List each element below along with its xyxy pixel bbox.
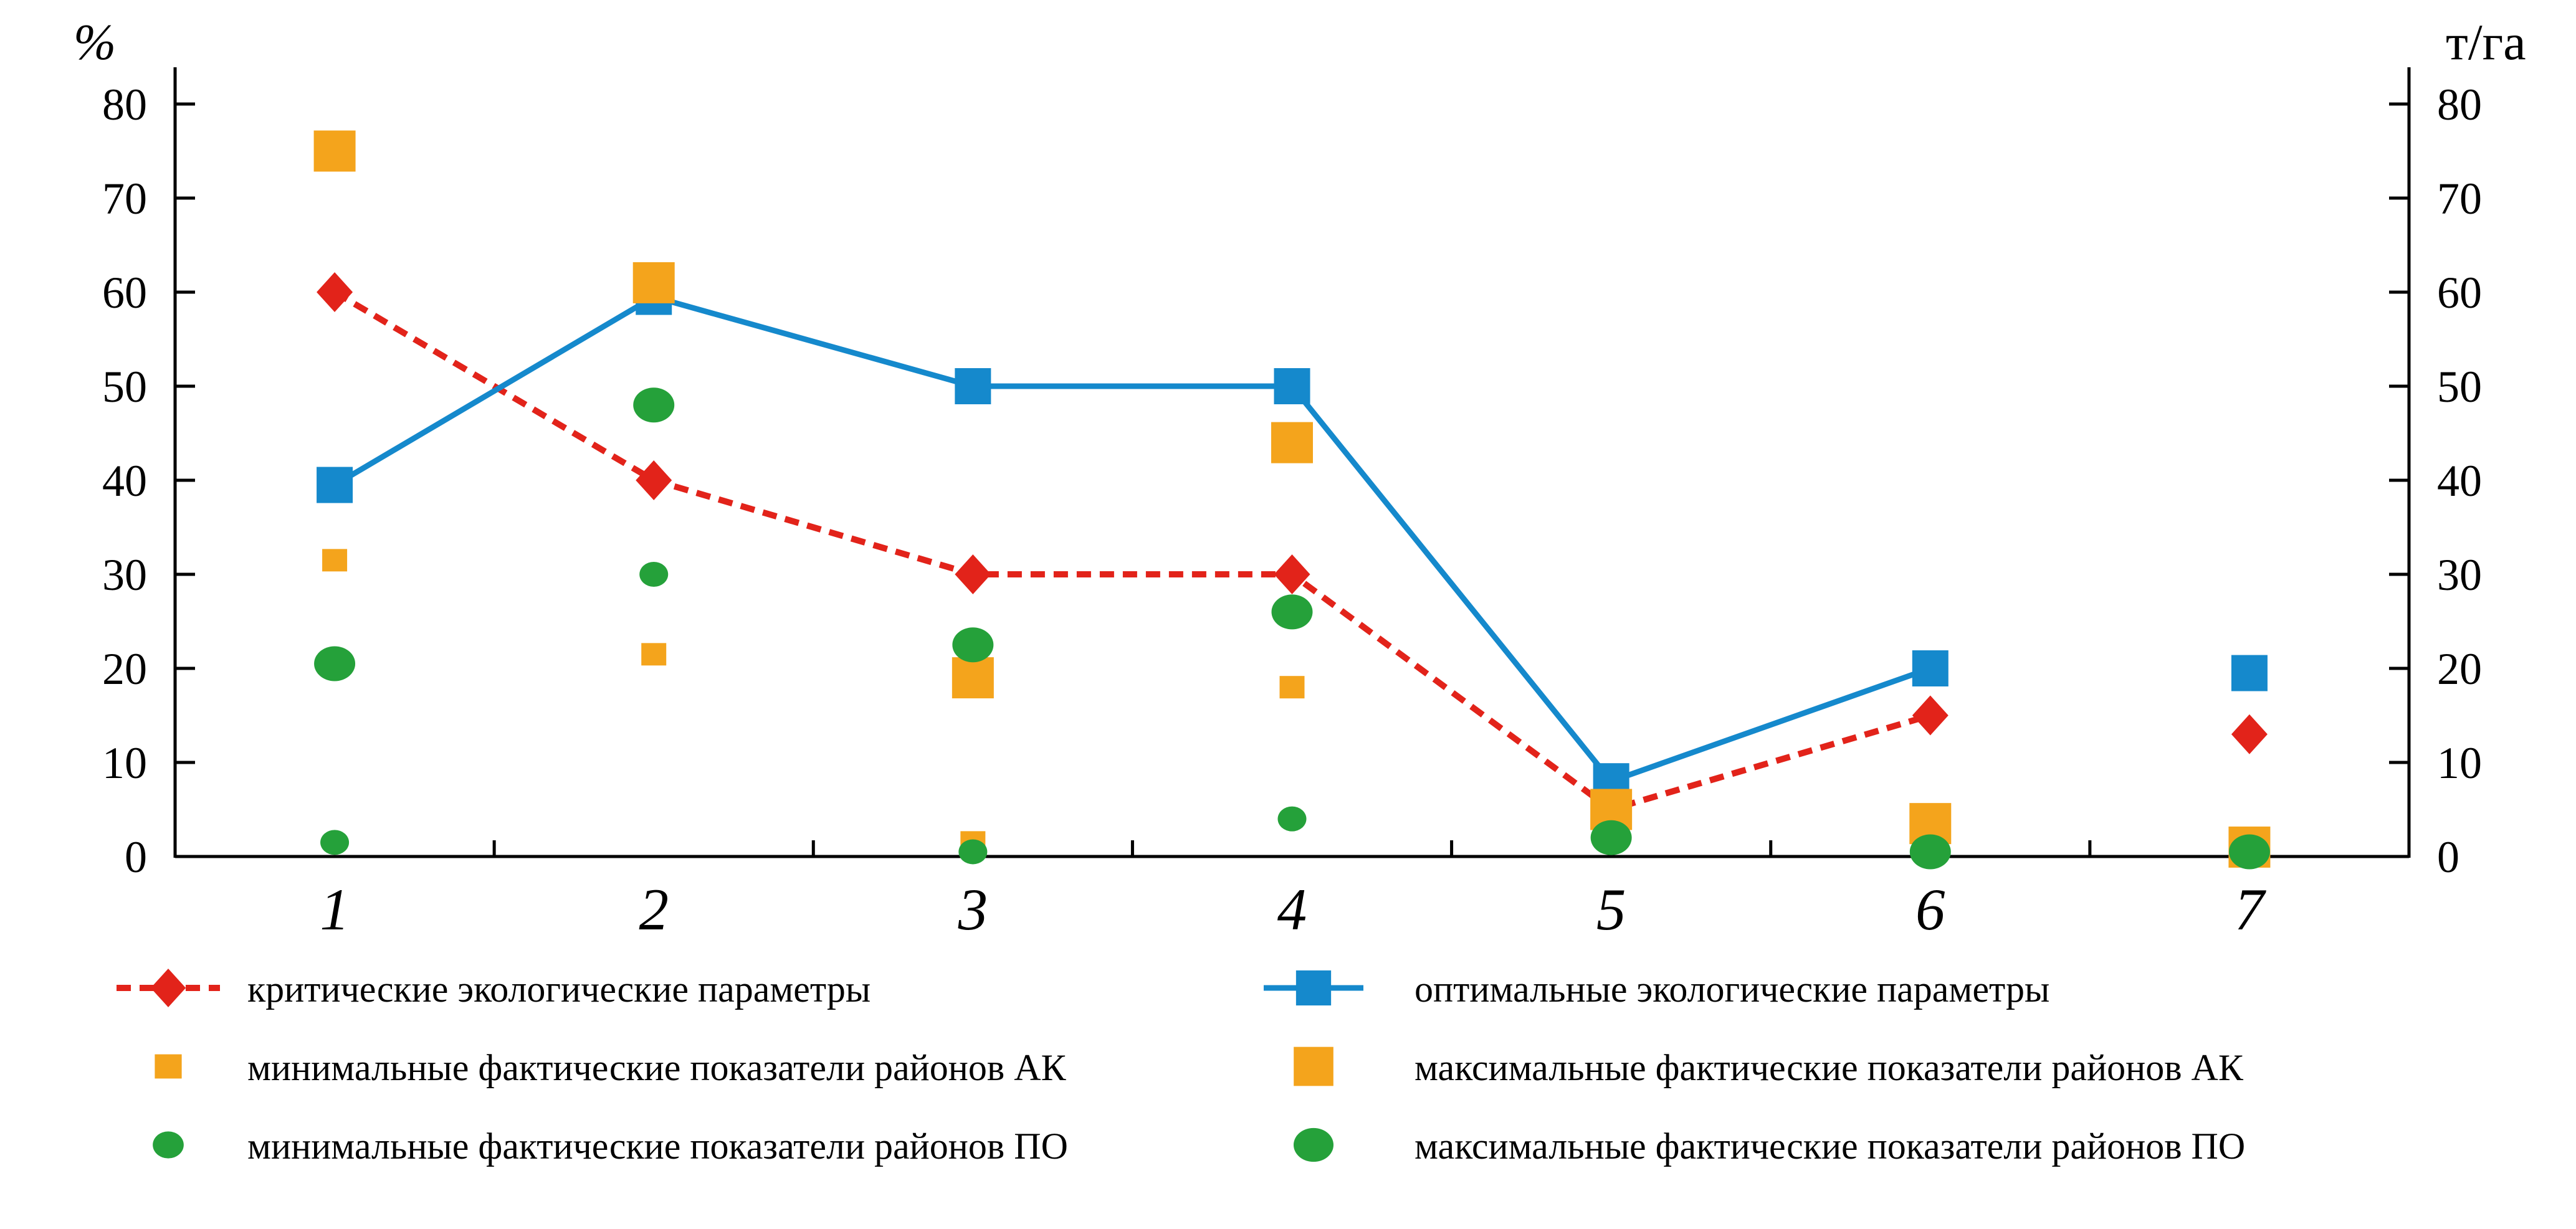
marker-series4-point3 xyxy=(958,839,988,865)
series-layer xyxy=(313,130,2271,870)
y-tick-label-right-0: 0 xyxy=(2437,832,2459,882)
legend-label-max-po: максимальные фактические показатели райо… xyxy=(1414,1126,2245,1167)
x-category-label-5: 5 xyxy=(1596,876,1626,942)
marker-series3-point1 xyxy=(313,130,356,172)
marker-series2-point1 xyxy=(322,549,348,572)
x-category-label-6: 6 xyxy=(1915,876,1945,942)
marker-series5-point4 xyxy=(1271,594,1313,630)
y-tick-label-right-30: 30 xyxy=(2437,550,2482,600)
y-tick-label-right-10: 10 xyxy=(2437,738,2482,788)
y-tick-label-left-0: 0 xyxy=(125,832,147,882)
legend-label-max-ak: максимальные фактические показатели райо… xyxy=(1414,1047,2244,1088)
marker-series3-point2 xyxy=(632,262,675,303)
marker-series1-point6 xyxy=(1912,650,1949,686)
legend-label-optimal: оптимальные экологические параметры xyxy=(1414,969,2049,1010)
x-category-label-4: 4 xyxy=(1277,876,1307,942)
y-tick-label-left-80: 80 xyxy=(102,80,147,130)
y-tick-label-left-20: 20 xyxy=(102,644,147,694)
legend-marker-series4 xyxy=(153,1131,184,1159)
axes: 0 0 10 10 20 20 30 30 40 40 50 50 60 60 70 70 80 80 1 2 3 4 5 6… xyxy=(102,67,2482,942)
y-tick-label-left-50: 50 xyxy=(102,362,147,412)
marker-series5-point1 xyxy=(314,646,356,681)
y-tick-label-left-10: 10 xyxy=(102,738,147,788)
marker-series0-point2 xyxy=(636,460,672,500)
marker-series3-point3 xyxy=(952,657,994,699)
y-tick-label-right-60: 60 xyxy=(2437,268,2482,318)
y-tick-label-right-80: 80 xyxy=(2437,80,2482,130)
marker-series5-point3 xyxy=(952,627,994,663)
marker-series4-point2 xyxy=(639,562,669,587)
y-tick-label-left-70: 70 xyxy=(102,174,147,224)
x-category-label-1: 1 xyxy=(320,876,350,942)
right-axis-title: т/га xyxy=(2446,14,2526,70)
left-axis-title: % xyxy=(74,14,116,70)
marker-series5-point6 xyxy=(1909,834,1951,870)
marker-series1-point4 xyxy=(1274,368,1310,404)
y-tick-label-left-30: 30 xyxy=(102,550,147,600)
series-line-0 xyxy=(333,289,1932,813)
x-category-label-7: 7 xyxy=(2235,876,2266,942)
series-line-1 xyxy=(333,293,1932,785)
marker-series1-point1 xyxy=(317,467,353,503)
y-tick-label-right-20: 20 xyxy=(2437,644,2482,694)
legend-marker-series5 xyxy=(1293,1127,1334,1162)
legend-marker-series0 xyxy=(150,968,186,1008)
marker-series0-point1 xyxy=(317,272,353,312)
marker-series0-point7 xyxy=(2231,714,2268,754)
marker-series3-point4 xyxy=(1271,422,1313,463)
legend-label-critical: критические экологические параметры xyxy=(247,969,871,1010)
legend-label-min-po: минимальные фактические показатели район… xyxy=(247,1126,1068,1167)
legend-marker-series2 xyxy=(155,1054,182,1079)
y-tick-label-right-40: 40 xyxy=(2437,456,2482,506)
legend-marker-series1 xyxy=(1295,970,1332,1006)
marker-series5-point7 xyxy=(2228,834,2270,870)
marker-series4-point4 xyxy=(1277,806,1307,832)
y-tick-label-left-60: 60 xyxy=(102,268,147,318)
y-tick-label-right-70: 70 xyxy=(2437,174,2482,224)
marker-series1-point7 xyxy=(2231,655,2268,691)
legend-markers xyxy=(117,968,1363,1162)
legend-marker-series3 xyxy=(1294,1046,1333,1086)
marker-series2-point2 xyxy=(641,643,667,666)
marker-series1-point3 xyxy=(955,368,991,404)
legend: критические экологические параметры опти… xyxy=(247,969,2245,1167)
x-category-label-3: 3 xyxy=(958,876,988,942)
y-tick-label-left-40: 40 xyxy=(102,456,147,506)
marker-series2-point4 xyxy=(1279,676,1305,699)
legend-label-min-ak: минимальные фактические показатели район… xyxy=(247,1047,1067,1088)
marker-series0-point3 xyxy=(955,554,991,594)
marker-series5-point5 xyxy=(1590,820,1632,855)
marker-series0-point4 xyxy=(1274,554,1310,594)
marker-series4-point1 xyxy=(320,830,350,855)
y-tick-label-right-50: 50 xyxy=(2437,362,2482,412)
marker-series5-point2 xyxy=(633,387,675,423)
x-category-label-2: 2 xyxy=(639,876,669,942)
marker-series0-point6 xyxy=(1912,695,1949,736)
